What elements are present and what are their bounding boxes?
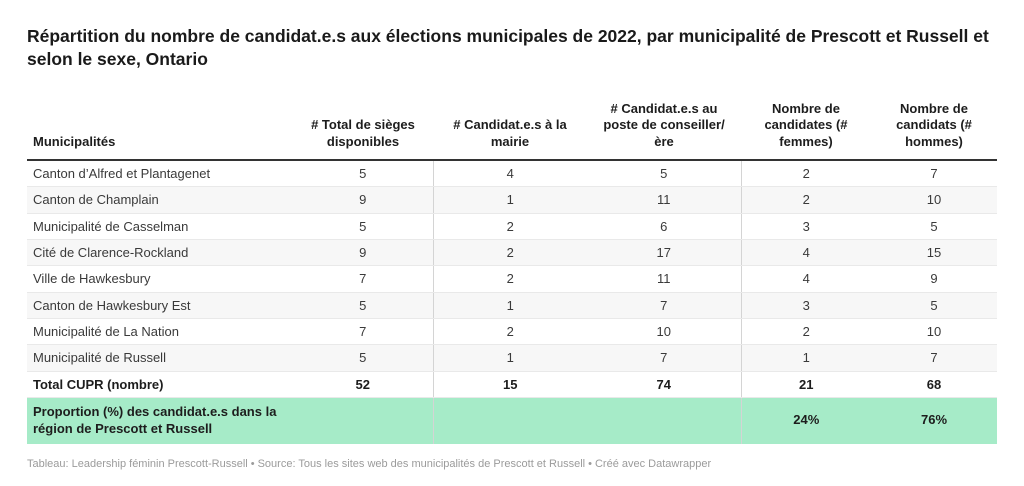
sieges-cell: 9 [293,239,433,267]
municipality-cell: Municipalité de La Nation [27,318,293,346]
header-row: Municipalités # Total de sièges disponib… [27,101,997,161]
mairie-cell: 1 [432,292,587,319]
femmes-cell: 2 [740,318,871,346]
sieges-cell: 7 [293,318,433,346]
table-summary: Total CUPR (nombre) 52 15 74 21 68 Propo… [27,371,997,444]
proportion-conseiller-cell [587,397,741,444]
conseiller-cell: 7 [587,344,741,372]
table-row: Canton d’Alfred et Plantagenet 5 4 5 2 7 [27,159,997,188]
col-header-hommes: Nombre de candidats (# hommes) [871,101,997,161]
footer-separator: • [588,457,592,470]
femmes-cell: 2 [740,186,871,214]
femmes-cell: 4 [740,239,871,267]
table-row: Canton de Champlain 9 1 11 2 10 [27,186,997,214]
table-row: Ville de Hawkesbury 7 2 11 4 9 [27,265,997,293]
femmes-cell: 3 [740,292,871,319]
table-row: Municipalité de La Nation 7 2 10 2 10 [27,318,997,346]
conseiller-cell: 17 [587,239,741,267]
total-label-cell: Total CUPR (nombre) [27,371,293,398]
municipality-cell: Ville de Hawkesbury [27,265,293,293]
proportion-label-cell: Proportion (%) des candidat.e.s dans la … [27,397,293,444]
proportion-hommes-cell: 76% [871,397,997,444]
municipality-cell: Municipalité de Casselman [27,213,293,240]
mairie-cell: 1 [432,344,587,372]
mairie-cell: 2 [432,265,587,293]
femmes-cell: 1 [740,344,871,372]
total-row: Total CUPR (nombre) 52 15 74 21 68 [27,371,997,398]
col-header-mairie: # Candidat.e.s à la mairie [433,101,587,161]
hommes-cell: 10 [871,186,997,214]
footer-datawrapper-credit[interactable]: Créé avec Datawrapper [594,457,712,470]
sieges-cell: 5 [293,344,433,372]
hommes-cell: 9 [871,265,997,293]
table-row: Municipalité de Casselman 5 2 6 3 5 [27,213,997,240]
proportion-sieges-cell [293,397,433,444]
municipality-cell: Canton d’Alfred et Plantagenet [27,159,293,188]
hommes-cell: 5 [871,213,997,240]
total-sieges-cell: 52 [293,371,433,398]
col-header-femmes: Nombre de candidates (# femmes) [741,101,871,161]
mairie-cell: 4 [432,159,587,188]
sieges-cell: 5 [293,213,433,240]
mairie-cell: 2 [432,239,587,267]
sieges-cell: 5 [293,159,433,188]
municipality-cell: Canton de Hawkesbury Est [27,292,293,319]
sieges-cell: 9 [293,186,433,214]
conseiller-cell: 10 [587,318,741,346]
footer-table-credit: Tableau: Leadership féminin Prescott-Rus… [27,457,248,470]
footer-source-credit: Source: Tous les sites web des municipal… [257,457,586,470]
municipality-cell: Municipalité de Russell [27,344,293,372]
proportion-femmes-cell: 24% [740,397,871,444]
footer-separator: • [250,457,255,470]
sieges-cell: 7 [293,265,433,293]
col-header-conseiller: # Candidat.e.s au poste de conseiller/èr… [587,101,741,161]
col-header-municipalites: Municipalités [27,101,293,161]
conseiller-cell: 11 [587,265,741,293]
femmes-cell: 3 [740,213,871,240]
table-header: Municipalités # Total de sièges disponib… [27,101,997,161]
conseiller-cell: 5 [587,159,741,188]
mairie-cell: 1 [432,186,587,214]
table-row: Canton de Hawkesbury Est 5 1 7 3 5 [27,292,997,319]
table-body: Canton d’Alfred et Plantagenet 5 4 5 2 7 Canto… [27,159,997,372]
conseiller-cell: 6 [587,213,741,240]
total-conseiller-cell: 74 [587,371,741,398]
conseiller-cell: 7 [587,292,741,319]
hommes-cell: 15 [871,239,997,267]
footer-attribution: Tableau: Leadership féminin Prescott-Rus… [27,457,997,472]
hommes-cell: 7 [871,344,997,372]
table-row: Cité de Clarence-Rockland 9 2 17 4 15 [27,239,997,267]
municipality-cell: Cité de Clarence-Rockland [27,239,293,267]
total-femmes-cell: 21 [740,371,871,398]
hommes-cell: 7 [871,159,997,188]
table-row: Municipalité de Russell 5 1 7 1 7 [27,344,997,372]
femmes-cell: 4 [740,265,871,293]
municipality-cell: Canton de Champlain [27,186,293,214]
hommes-cell: 5 [871,292,997,319]
hommes-cell: 10 [871,318,997,346]
sieges-cell: 5 [293,292,433,319]
chart-title: Répartition du nombre de candidat.e.s au… [27,26,989,70]
candidates-table: Municipalités # Total de sièges disponib… [27,101,997,444]
proportion-row: Proportion (%) des candidat.e.s dans la … [27,397,997,444]
mairie-cell: 2 [432,213,587,240]
femmes-cell: 2 [740,159,871,188]
mairie-cell: 2 [432,318,587,346]
total-mairie-cell: 15 [432,371,587,398]
total-hommes-cell: 68 [871,371,997,398]
datawrapper-table-chart: Répartition du nombre de candidat.e.s au… [27,26,997,472]
conseiller-cell: 11 [587,186,741,214]
col-header-sieges: # Total de sièges disponibles [293,101,433,161]
proportion-mairie-cell [432,397,587,444]
